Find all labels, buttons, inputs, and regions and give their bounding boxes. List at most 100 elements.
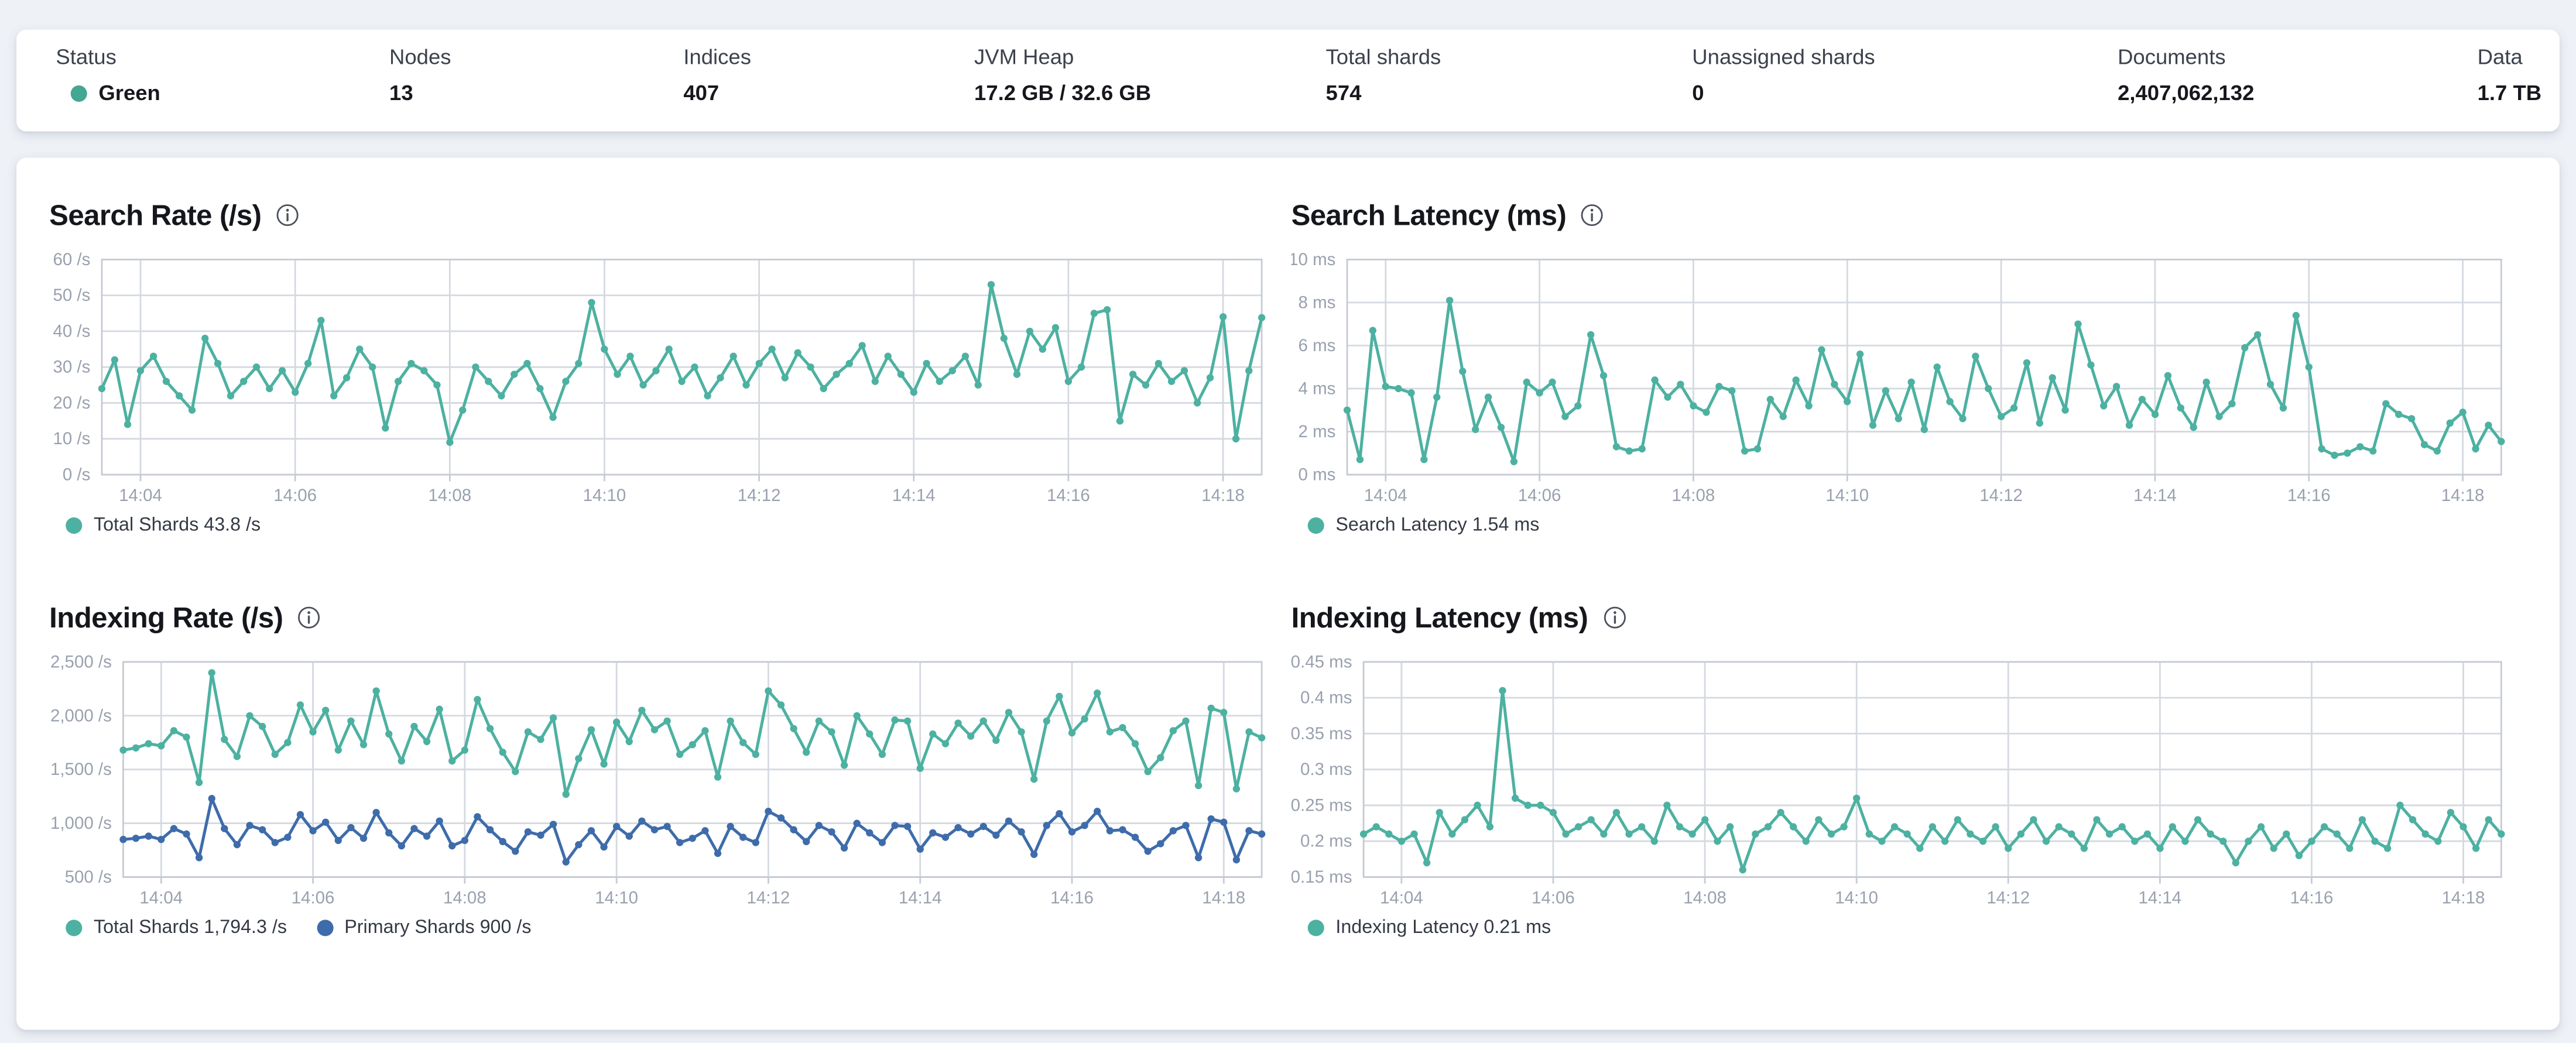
series-point	[1018, 828, 1025, 836]
series-point	[1933, 363, 1941, 371]
series-point	[132, 835, 140, 842]
series-point	[954, 719, 962, 727]
cluster-status-bar: Status Green Nodes 13 Indices 407 JVM He…	[16, 29, 2560, 132]
series-point	[967, 732, 975, 740]
series-point	[2100, 402, 2108, 410]
y-axis-label: 0.2 ms	[1300, 832, 1352, 851]
series-point	[221, 736, 228, 743]
health-green-dot-icon	[70, 85, 87, 102]
series-point	[575, 359, 583, 368]
info-icon[interactable]	[276, 204, 299, 227]
series-point	[1920, 426, 1928, 433]
legend-item[interactable]: Total Shards 1,794.3 /s	[66, 918, 287, 938]
info-icon-glyph	[276, 204, 299, 227]
series-point	[170, 825, 178, 832]
series-point	[2257, 823, 2265, 831]
series-point	[1715, 383, 1723, 390]
series-point	[1258, 734, 1266, 742]
series-point	[385, 829, 393, 837]
series-point	[2305, 363, 2313, 371]
series-point	[884, 352, 892, 360]
legend-item[interactable]: Total Shards 43.8 /s	[66, 516, 261, 536]
series-point	[916, 764, 924, 772]
y-axis-label: 20 /s	[53, 393, 90, 413]
series-point	[1131, 740, 1139, 747]
plot-border	[1362, 661, 2502, 878]
series-point	[2138, 396, 2146, 403]
series-point	[828, 828, 835, 836]
series-point	[714, 773, 722, 781]
series-point	[562, 378, 570, 385]
series-point	[111, 356, 119, 363]
series-line	[1345, 299, 2503, 464]
series-point	[1562, 830, 1570, 838]
series-point	[499, 749, 506, 756]
series-point	[600, 843, 608, 851]
series-point	[727, 717, 734, 725]
series-point	[330, 392, 338, 400]
series-point	[1005, 709, 1013, 716]
series-point	[1182, 717, 1190, 725]
series-point	[1433, 393, 1441, 401]
series-point	[2485, 421, 2492, 429]
metric-total-shards: Total shards 574	[1326, 44, 1441, 107]
series-point	[486, 725, 494, 732]
series-point	[2164, 372, 2172, 379]
legend-item[interactable]: Primary Shards 900 /s	[316, 918, 532, 938]
series-point	[954, 824, 962, 832]
series-point	[840, 844, 848, 852]
series-point	[1245, 728, 1253, 736]
y-axis-label: 1,500 /s	[50, 760, 112, 779]
series-point	[600, 760, 608, 768]
series-point	[1599, 372, 1608, 379]
series-point	[537, 736, 544, 743]
series-point	[157, 836, 165, 843]
legend-item[interactable]: Search Latency 1.54 ms	[1307, 516, 1539, 536]
series-point	[436, 705, 443, 713]
y-axis-label: 0.4 ms	[1300, 688, 1352, 708]
series-point	[1106, 728, 1114, 736]
series-point	[961, 352, 970, 360]
series-point	[398, 842, 405, 850]
series-point	[790, 725, 797, 732]
series-point	[347, 824, 355, 832]
series-point	[162, 378, 170, 385]
series-point	[2407, 415, 2416, 423]
series-point	[588, 299, 595, 307]
x-axis-label: 14:06	[292, 888, 335, 907]
series-point	[979, 822, 987, 831]
series-point	[511, 370, 518, 378]
series-point	[765, 808, 772, 815]
series-point	[701, 827, 709, 835]
series-point	[2279, 404, 2287, 412]
series-point	[1056, 692, 1063, 700]
y-axis-label: 0.25 ms	[1292, 795, 1352, 815]
series-point	[385, 730, 393, 738]
info-icon-glyph	[1581, 204, 1604, 227]
series-point	[321, 706, 330, 714]
series-point	[1106, 827, 1114, 835]
series-point	[382, 424, 389, 432]
info-icon[interactable]	[298, 606, 321, 629]
series-point	[433, 381, 441, 389]
info-icon[interactable]	[1581, 204, 1604, 227]
x-axis-label: 14:16	[2290, 888, 2334, 907]
series-point	[1219, 313, 1227, 321]
y-axis-label: 0 /s	[63, 465, 90, 485]
series-point	[929, 730, 937, 738]
y-axis-label: 0 ms	[1299, 465, 1336, 485]
series-point	[2346, 845, 2354, 852]
series-point	[2125, 421, 2133, 429]
series-line	[121, 797, 1263, 864]
series-point	[1039, 345, 1046, 353]
series-point	[815, 717, 823, 725]
series-point	[625, 832, 633, 840]
info-icon[interactable]	[1603, 606, 1626, 629]
legend-item[interactable]: Indexing Latency 0.21 ms	[1307, 918, 1551, 938]
series-point	[803, 749, 810, 756]
series-point	[878, 750, 886, 759]
series-point	[1979, 838, 1987, 845]
legend-label: Indexing Latency 0.21 ms	[1335, 918, 1551, 938]
series-point	[1663, 801, 1671, 809]
